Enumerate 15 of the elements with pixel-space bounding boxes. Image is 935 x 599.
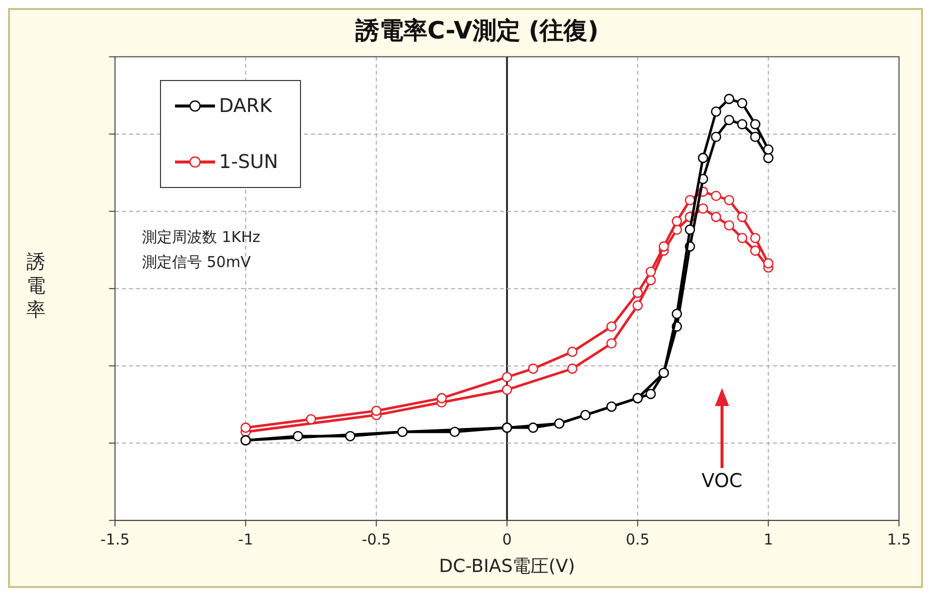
- x-tick-label: -1: [238, 530, 254, 548]
- x-tick-label: 0.5: [626, 530, 650, 548]
- x-axis-title: DC-BIAS電圧(V): [438, 556, 576, 577]
- y-axis-title: 誘電率: [26, 250, 46, 322]
- x-tick-label: 1: [764, 530, 774, 548]
- annotation: 測定信号 50mV: [142, 252, 252, 271]
- annotation: 測定周波数 1KHz: [142, 228, 260, 246]
- x-tick-label: 0: [502, 530, 512, 548]
- x-tick-label: -0.5: [362, 530, 391, 548]
- legend-label: 1-SUN: [219, 151, 278, 173]
- x-tick-label: -1.5: [100, 530, 130, 548]
- chart-title: 誘電率C-V測定 (往復): [354, 16, 599, 45]
- legend-label: DARK: [219, 95, 272, 117]
- x-tick-label: 1.5: [887, 530, 911, 548]
- annotation: VOC: [700, 470, 744, 492]
